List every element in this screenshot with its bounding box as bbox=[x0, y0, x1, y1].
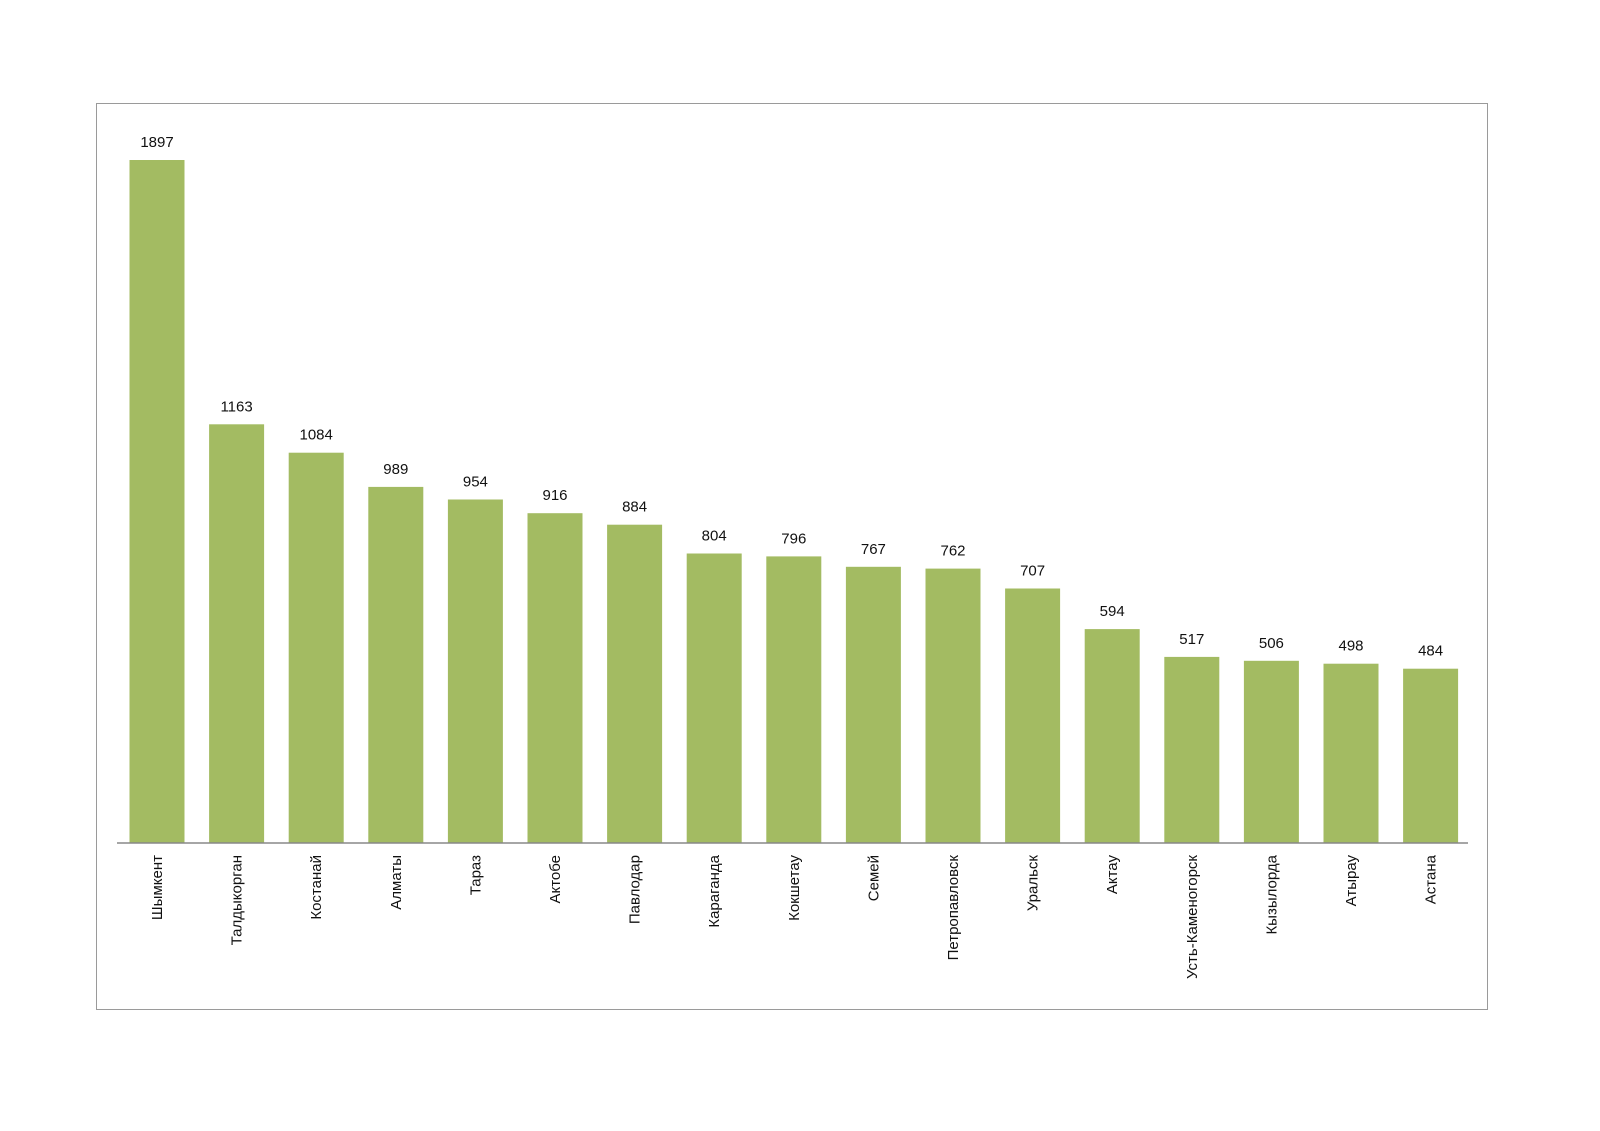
bar-value-label: 767 bbox=[861, 541, 886, 558]
bar-value-label: 954 bbox=[463, 474, 488, 491]
x-tick-label: Павлодар bbox=[627, 855, 644, 924]
bar-value-label: 762 bbox=[940, 543, 965, 560]
x-tick-label: Актобе bbox=[547, 855, 564, 904]
x-tick-label: Петропавловск bbox=[945, 855, 962, 961]
bar bbox=[129, 160, 185, 843]
bar bbox=[1243, 660, 1299, 843]
x-tick-label: Семей bbox=[865, 855, 882, 901]
bar-value-label: 1897 bbox=[140, 134, 173, 151]
bar-value-label: 884 bbox=[622, 499, 647, 516]
bar-value-label: 1163 bbox=[220, 398, 252, 415]
bar bbox=[368, 486, 424, 843]
bar-value-label: 506 bbox=[1259, 635, 1284, 652]
bar bbox=[1323, 663, 1379, 843]
bar-value-label: 498 bbox=[1338, 638, 1363, 655]
value-labels-group: 1897 1163 1084 989 954 916 884 804 796 767 762 707 5… bbox=[140, 134, 1443, 660]
bar-value-label: 804 bbox=[702, 528, 727, 545]
bar bbox=[925, 568, 981, 843]
x-tick-label: Усть-Каменогорск bbox=[1184, 855, 1201, 979]
bar-value-label: 796 bbox=[781, 530, 806, 547]
bar bbox=[1005, 588, 1061, 843]
bar bbox=[1164, 656, 1220, 843]
bar-value-label: 594 bbox=[1100, 603, 1125, 620]
x-tick-label: Актау bbox=[1104, 855, 1121, 895]
bar bbox=[527, 513, 583, 843]
x-tick-label: Кокшетау bbox=[786, 855, 803, 921]
x-tick-label: Тараз bbox=[467, 855, 484, 895]
x-tick-label: Астана bbox=[1423, 854, 1440, 904]
x-tick-label: Атырау bbox=[1343, 855, 1360, 907]
bar-value-label: 916 bbox=[542, 487, 567, 504]
bar bbox=[1084, 629, 1140, 843]
bar bbox=[686, 553, 742, 843]
x-tick-label: Шымкент bbox=[149, 855, 166, 920]
bar-value-label: 517 bbox=[1179, 631, 1204, 648]
x-tick-label: Уральск bbox=[1025, 855, 1042, 912]
x-tick-labels-group: Шымкент Талдыкорган Костанай Алматы Тараз Акт… bbox=[149, 854, 1440, 979]
x-tick-label: Талдыкорган bbox=[229, 855, 246, 945]
bar bbox=[766, 556, 822, 843]
bar bbox=[1403, 668, 1459, 843]
bar-value-label: 707 bbox=[1020, 563, 1045, 580]
x-tick-label: Караганда bbox=[706, 854, 723, 927]
bars-group bbox=[129, 160, 1459, 843]
bar bbox=[288, 452, 344, 843]
x-tick-label: Костанай bbox=[308, 855, 325, 920]
bar bbox=[209, 424, 265, 843]
x-tick-label: Алматы bbox=[388, 855, 405, 910]
bar bbox=[607, 524, 663, 843]
bar-value-label: 989 bbox=[383, 461, 408, 478]
bar-value-label: 1084 bbox=[300, 427, 333, 444]
bar bbox=[845, 566, 901, 843]
x-tick-label: Кызылорда bbox=[1263, 854, 1280, 934]
bar bbox=[447, 499, 503, 843]
bar-value-label: 484 bbox=[1418, 643, 1443, 660]
